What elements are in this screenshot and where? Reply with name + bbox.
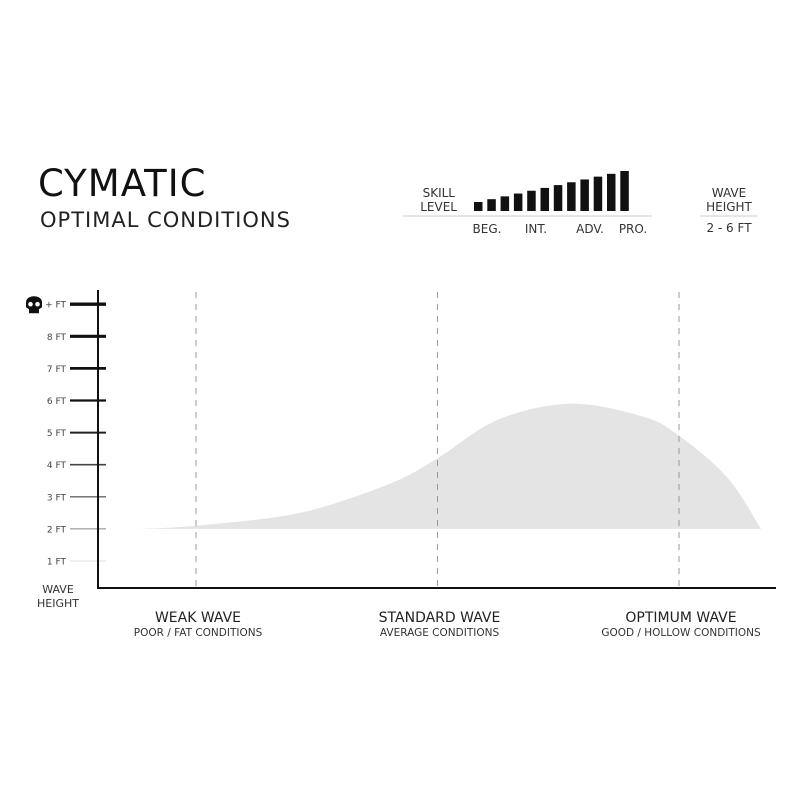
wave-height-value: 2 - 6 FT	[706, 221, 752, 235]
y-axis-label-line2: HEIGHT	[37, 597, 79, 610]
y-tick-label: 4 FT	[47, 461, 67, 471]
skill-bar	[553, 185, 563, 211]
y-tick-label: 3 FT	[47, 493, 67, 503]
y-tick-label: 5 FT	[47, 429, 67, 439]
skill-level-pro: PRO.	[619, 222, 647, 236]
y-tick-label: + FT	[45, 301, 66, 311]
wave-height-label-line2: HEIGHT	[706, 200, 752, 214]
y-axis-label-line1: WAVE	[42, 583, 74, 596]
y-tick-label: 1 FT	[47, 558, 67, 568]
category-title: OPTIMUM WAVE	[625, 610, 736, 626]
page-title: CYMATIC	[38, 162, 207, 205]
category-subtitle: GOOD / HOLLOW CONDITIONS	[601, 627, 761, 639]
skill-bar	[593, 176, 603, 211]
skill-bar	[527, 190, 536, 211]
skill-bar	[540, 187, 549, 211]
skill-bar	[580, 179, 589, 211]
skill-bar	[607, 173, 616, 211]
wave-height-label-line1: WAVE	[712, 186, 746, 200]
y-tick-label: 8 FT	[47, 333, 67, 343]
skill-level-adv: ADV.	[576, 222, 604, 236]
wave-height-box: WAVE HEIGHT 2 - 6 FT	[700, 186, 758, 235]
category-title: WEAK WAVE	[155, 610, 241, 626]
skill-bar	[474, 202, 483, 211]
category-subtitle: AVERAGE CONDITIONS	[380, 627, 500, 639]
skill-bar	[500, 196, 510, 211]
skull-icon	[26, 296, 42, 314]
skill-bar	[513, 193, 523, 211]
y-tick-label: 2 FT	[47, 525, 67, 535]
category-title: STANDARD WAVE	[379, 610, 501, 626]
skill-bar	[487, 199, 496, 211]
category-subtitle: POOR / FAT CONDITIONS	[134, 627, 263, 639]
skill-level-label-line2: LEVEL	[420, 200, 457, 214]
skill-level-beg: BEG.	[473, 222, 502, 236]
skill-level-label-line1: SKILL	[423, 186, 456, 200]
plot-area: 1 FT 2 FT 3 FT 4 FT 5 FT 6 FT 7 FT 8 FT + FT WAV…	[26, 290, 776, 639]
page-subtitle: OPTIMAL CONDITIONS	[40, 208, 291, 232]
y-tick-label: 7 FT	[47, 365, 67, 375]
optimal-range-area	[135, 403, 762, 529]
skill-level-int: INT.	[525, 222, 547, 236]
skill-bar	[620, 171, 629, 211]
skill-level-meter: SKILL LEVEL BEG. INT. ADV. PRO.	[403, 171, 652, 236]
y-tick-label: 6 FT	[47, 397, 67, 407]
skill-bar	[567, 182, 576, 211]
